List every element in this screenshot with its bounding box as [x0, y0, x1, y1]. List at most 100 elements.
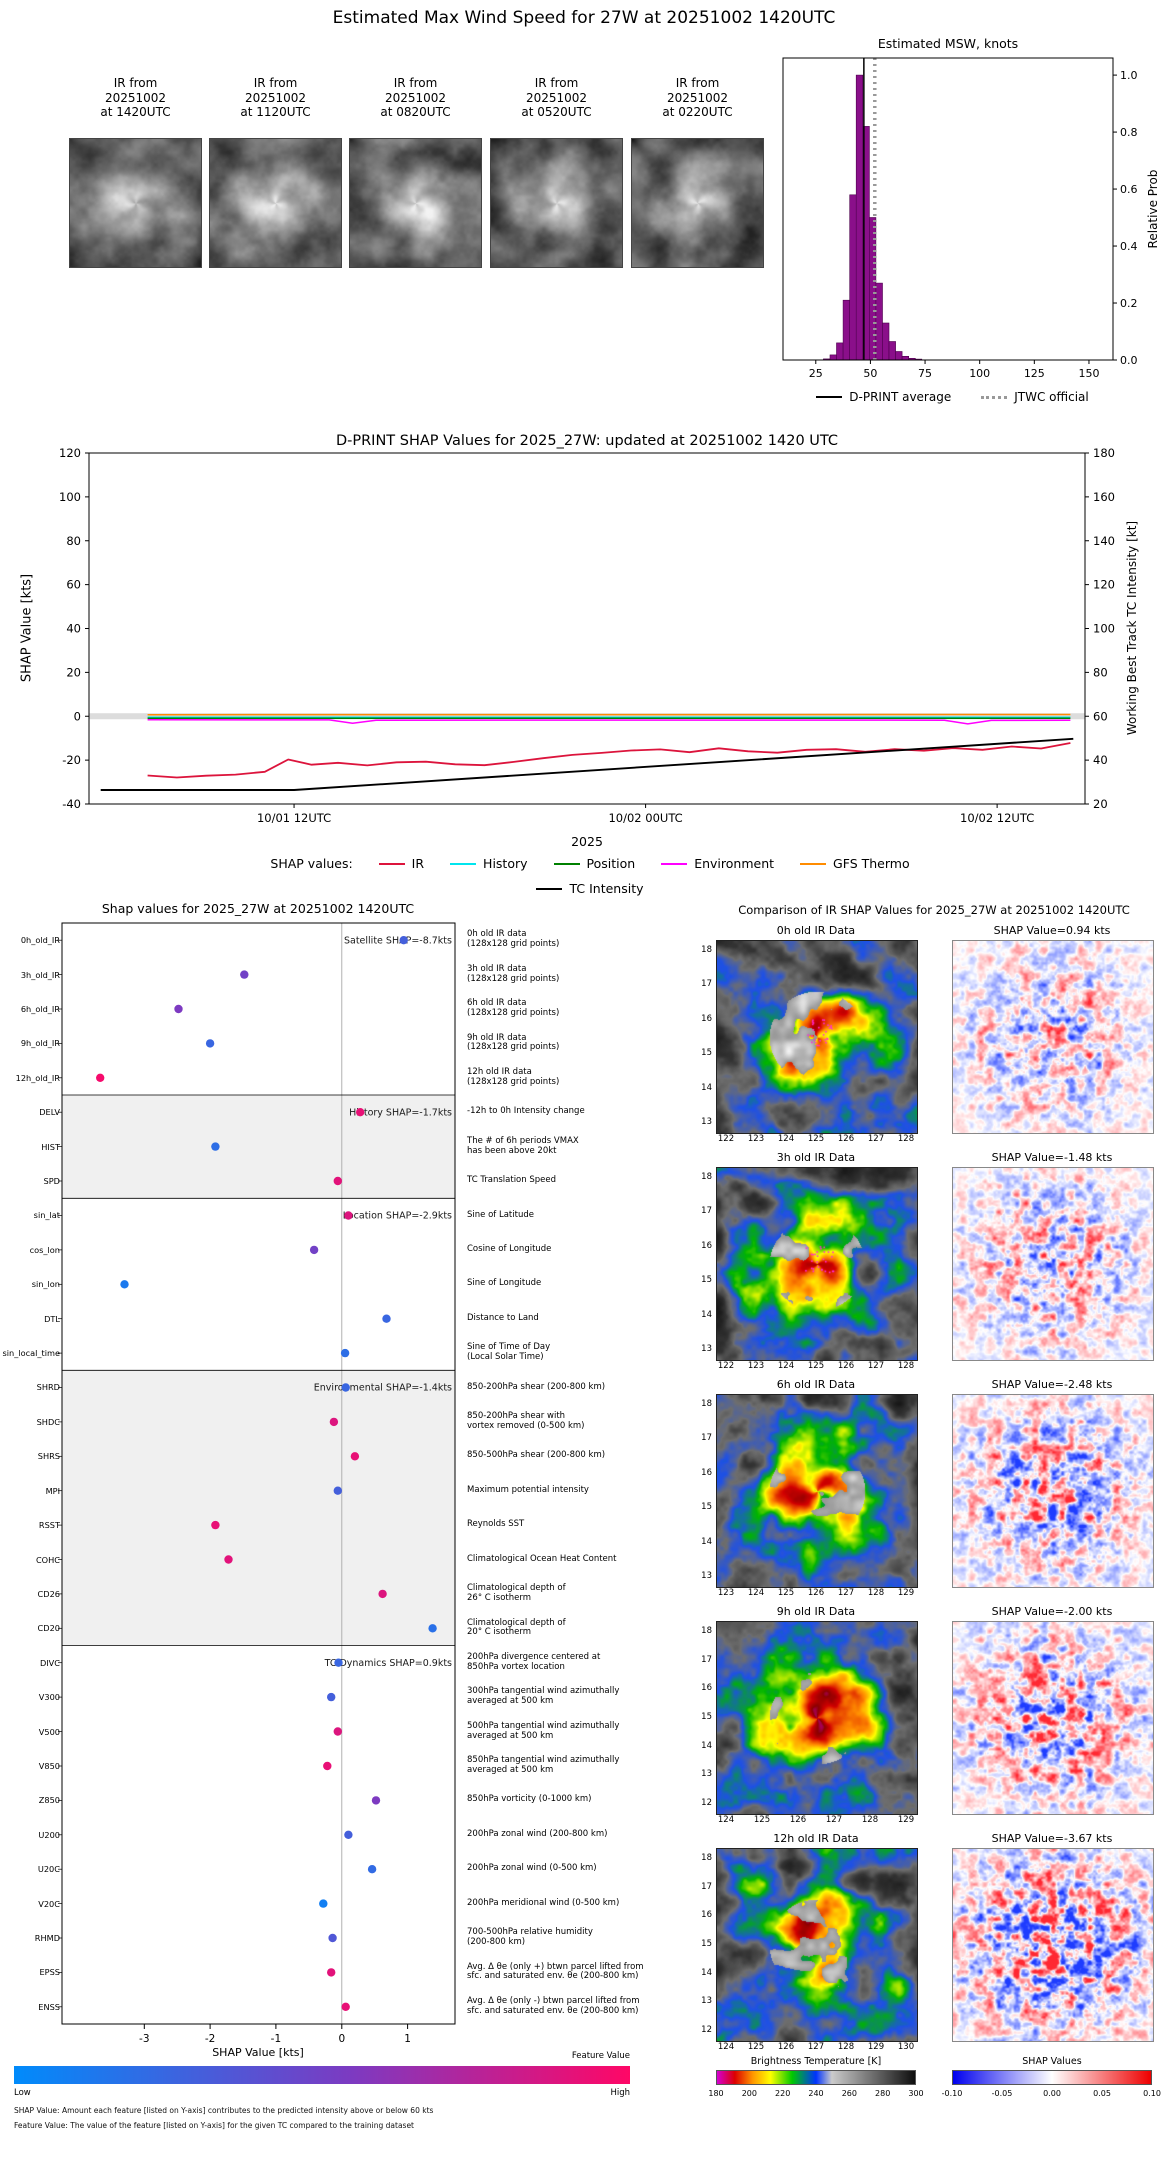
svg-text:0: 0 [338, 2033, 345, 2045]
svg-text:20: 20 [1093, 797, 1108, 811]
svg-text:20: 20 [66, 665, 81, 679]
feature-name: 9h_old_IR [20, 1038, 60, 1049]
lon-tick-label: 127 [807, 2042, 825, 2052]
lat-tick-label: 15 [701, 1712, 712, 1722]
feature-shap-plot: Satellite SHAP=-8.7kts History SHAP=-1.7k… [58, 922, 456, 2045]
shap-map-canvas [952, 1394, 1154, 1588]
lon-tick-label: 124 [717, 2042, 735, 2052]
lat-tick-label: 14 [701, 1740, 712, 1751]
ir-thumbnail-image [349, 138, 482, 268]
lon-tick-label: 125 [807, 1134, 825, 1144]
lat-tick-label: 17 [701, 1433, 712, 1444]
ir-thumbnail-image [490, 138, 623, 268]
shap-map-title: SHAP Value=-2.48 kts [991, 1378, 1113, 1391]
lat-tick-label: 13 [701, 1769, 712, 1780]
feature-name: MPI [45, 1485, 60, 1496]
feature-description: Reynolds SST [467, 1519, 525, 1530]
lon-tick-label: 128 [861, 1815, 879, 1825]
svg-text:Environmental SHAP=-1.4kts: Environmental SHAP=-1.4kts [314, 1383, 452, 1394]
feature-name: 12h_old_IR [15, 1072, 60, 1083]
ir-thumbnail-label: IR from 20251002 at 0820UTC [380, 76, 451, 119]
feature-name: 6h_old_IR [20, 1004, 60, 1015]
legend-label: IR [411, 856, 425, 871]
lon-tick-label: 126 [837, 1361, 855, 1371]
legend-item-history: History [450, 856, 528, 871]
lon-tick-label: 127 [867, 1361, 885, 1371]
ir-map-canvas [716, 1621, 918, 1815]
lon-tick-label: 125 [753, 1815, 771, 1825]
shap-map-canvas [952, 1848, 1154, 2042]
feature-name: RHMD [34, 1932, 60, 1943]
svg-text:50: 50 [863, 367, 877, 380]
lat-tick-label: 14 [701, 1082, 712, 1093]
ir-thumbnail: IR from 20251002 at 0820UTC [349, 76, 482, 268]
lon-tick-label: 124 [777, 1361, 795, 1371]
shap-values-colorbar [952, 2070, 1152, 2085]
comparison-title: Comparison of IR SHAP Values for 2025_27… [738, 903, 1130, 917]
ir-map-canvas [716, 940, 918, 1134]
ir-map-title: 12h old IR Data [773, 1832, 859, 1845]
lat-tick-label: 16 [701, 1013, 712, 1024]
lat-tick-label: 18 [701, 1399, 712, 1409]
lat-tick-label: 17 [701, 1206, 712, 1217]
shap-colorbar-title: SHAP Values [1022, 2056, 1082, 2067]
bt-tick-label: 240 [808, 2089, 824, 2098]
feature-description: 500hPa tangential wind azimuthally avera… [467, 1720, 620, 1741]
shap-map-canvas [952, 940, 1154, 1134]
feature-name: COHC [35, 1554, 60, 1565]
lat-tick-label: 14 [701, 1536, 712, 1547]
svg-text:25: 25 [809, 367, 823, 380]
brightness-temperature-colorbar [716, 2070, 916, 2085]
lat-tick-label: 17 [701, 1881, 712, 1892]
shap-cb-tick-label: 0.05 [1093, 2089, 1111, 2098]
solid-line-icon [816, 396, 843, 398]
lat-tick-label: 14 [701, 1967, 712, 1978]
feature-description: Avg. Δ θe (only +) btwn parcel lifted fr… [467, 1961, 644, 1982]
ir-map-canvas [716, 1394, 918, 1588]
lat-tick-label: 13 [701, 1571, 712, 1581]
feature-name: RSST [38, 1520, 60, 1531]
lon-tick-label: 128 [897, 1361, 915, 1371]
lon-tick-label: 130 [897, 2042, 915, 2052]
ir-thumbnail-image [209, 138, 342, 268]
svg-text:180: 180 [1093, 446, 1115, 460]
feature-description: 200hPa divergence centered at 850hPa vor… [467, 1651, 601, 1672]
feature-name: SHRD [36, 1382, 60, 1393]
feature-description: 850-200hPa shear (200-800 km) [467, 1381, 606, 1392]
timeseries-xlabel: 2025 [571, 834, 603, 849]
lon-tick-label: 128 [897, 1134, 915, 1144]
feature-name: Z850 [38, 1795, 60, 1806]
shap-map-title: SHAP Value=-1.48 kts [991, 1151, 1113, 1164]
svg-text:-2: -2 [205, 2033, 215, 2045]
feature-value-colorbar [14, 2066, 630, 2084]
svg-text:-3: -3 [139, 2033, 149, 2045]
feature-plot-title: Shap values for 2025_27W at 20251002 142… [101, 901, 415, 916]
footnote-feature-value: Feature Value: The value of the feature … [14, 2121, 415, 2130]
svg-text:0: 0 [74, 709, 81, 723]
legend-label: GFS Thermo [833, 856, 910, 871]
feature-description: 700-500hPa relative humidity (200-800 km… [467, 1927, 593, 1947]
lon-tick-label: 124 [777, 1134, 795, 1144]
svg-text:100: 100 [59, 490, 81, 504]
feature-description: 200hPa zonal wind (200-800 km) [467, 1828, 608, 1839]
shap-map-canvas [952, 1621, 1154, 1815]
feature-name: cos_lon [29, 1244, 60, 1255]
timeseries-legend-row1: SHAP values: IR History Position Environmen… [40, 856, 1140, 871]
feature-name: EPSS [39, 1967, 60, 1978]
lon-tick-label: 123 [747, 1134, 765, 1144]
legend-label: TC Intensity [569, 881, 644, 896]
svg-text:140: 140 [1093, 534, 1115, 548]
feature-name: V20C [38, 1898, 60, 1909]
line-swatch-icon [661, 862, 688, 865]
feature-description: 12h old IR data (128x128 grid points) [467, 1067, 560, 1087]
bt-tick-label: 220 [775, 2089, 791, 2098]
page-title: Estimated Max Wind Speed for 27W at 2025… [332, 8, 836, 28]
svg-text:1: 1 [404, 2033, 411, 2045]
ir-thumbnail-image [69, 138, 202, 268]
feature-name: CD26 [37, 1588, 60, 1599]
lon-tick-label: 129 [867, 2042, 885, 2052]
svg-text:100: 100 [969, 367, 990, 380]
feature-description: Avg. Δ θe (only -) btwn parcel lifted fr… [467, 1995, 640, 2016]
legend-item-tc-intensity: TC Intensity [536, 881, 644, 896]
ir-map-canvas [716, 1848, 918, 2042]
